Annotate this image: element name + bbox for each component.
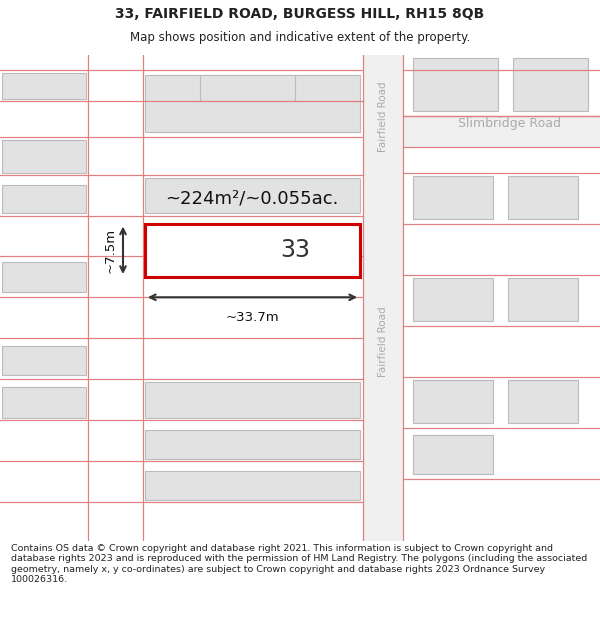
Bar xyxy=(145,177,360,214)
Bar xyxy=(2,73,86,99)
Bar xyxy=(508,278,578,321)
Bar xyxy=(145,76,360,132)
Bar xyxy=(145,471,360,500)
Bar xyxy=(363,55,403,541)
Bar xyxy=(2,261,86,292)
Bar xyxy=(508,176,578,219)
Text: ~33.7m: ~33.7m xyxy=(226,311,280,324)
Text: Contains OS data © Crown copyright and database right 2021. This information is : Contains OS data © Crown copyright and d… xyxy=(11,544,587,584)
Bar xyxy=(413,436,493,474)
Bar xyxy=(413,278,493,321)
Bar xyxy=(200,76,295,101)
Bar xyxy=(2,346,86,375)
Text: ~7.5m: ~7.5m xyxy=(104,228,117,273)
Text: Slimbridge Road: Slimbridge Road xyxy=(458,117,562,130)
Text: Fairfield Road: Fairfield Road xyxy=(378,306,388,377)
Text: 33: 33 xyxy=(281,238,311,262)
Bar xyxy=(2,185,86,214)
Bar xyxy=(513,58,588,111)
Bar xyxy=(413,58,498,111)
Bar xyxy=(413,176,493,219)
Text: Fairfield Road: Fairfield Road xyxy=(378,81,388,152)
Text: 33, FAIRFIELD ROAD, BURGESS HILL, RH15 8QB: 33, FAIRFIELD ROAD, BURGESS HILL, RH15 8… xyxy=(115,8,485,21)
Bar xyxy=(145,430,360,459)
Bar xyxy=(2,388,86,418)
Bar xyxy=(2,140,86,172)
Text: ~224m²/~0.055ac.: ~224m²/~0.055ac. xyxy=(165,189,338,207)
Bar xyxy=(403,116,600,147)
Bar xyxy=(145,382,360,418)
Bar xyxy=(145,224,360,277)
Bar xyxy=(413,380,493,423)
Bar xyxy=(508,380,578,423)
Text: Map shows position and indicative extent of the property.: Map shows position and indicative extent… xyxy=(130,31,470,44)
